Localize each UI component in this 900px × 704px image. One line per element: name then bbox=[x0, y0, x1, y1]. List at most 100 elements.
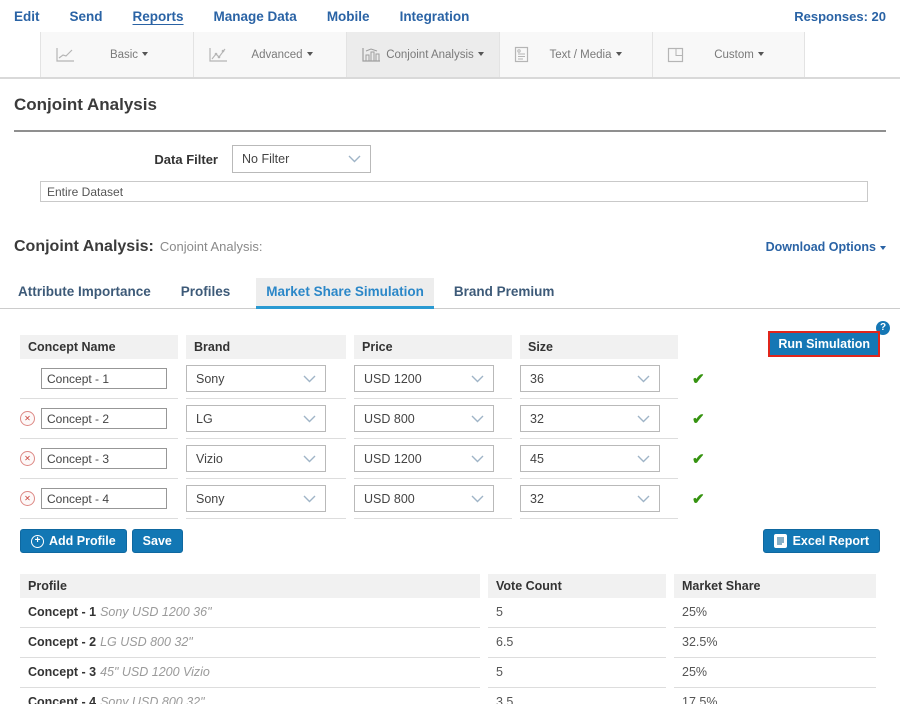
profile-description: LG USD 800 32" bbox=[100, 635, 193, 649]
concept-cell: USD 1200 bbox=[354, 439, 512, 479]
nav-mobile[interactable]: Mobile bbox=[326, 8, 370, 24]
data-filter-label: Data Filter bbox=[154, 151, 218, 167]
download-options-button[interactable]: Download Options bbox=[766, 240, 886, 254]
price-select-value: USD 800 bbox=[364, 491, 415, 506]
concept-row: ✕ bbox=[20, 439, 178, 479]
result-profile-cell: Concept - 4 Sony USD 800 32" bbox=[20, 688, 480, 704]
caret-down-icon bbox=[306, 52, 313, 57]
brand-select[interactable]: LG bbox=[186, 405, 326, 432]
delete-row-icon[interactable]: ✕ bbox=[20, 451, 35, 466]
concept-cell: USD 1200 bbox=[354, 359, 512, 399]
column-header-size: Size bbox=[520, 335, 678, 359]
simulator-actions: + Add Profile Save Excel Report bbox=[20, 529, 880, 553]
concept-name-input[interactable] bbox=[41, 368, 167, 389]
excel-file-icon bbox=[773, 534, 787, 548]
column-header-status bbox=[686, 335, 720, 359]
nav-manage-data[interactable]: Manage Data bbox=[213, 8, 297, 24]
vote-count-cell: 5 bbox=[488, 598, 666, 628]
size-select[interactable]: 36 bbox=[520, 365, 660, 392]
concept-cell: USD 800 bbox=[354, 479, 512, 519]
concept-cell: LG bbox=[186, 399, 346, 439]
checkmark-icon: ✔ bbox=[692, 491, 705, 508]
concept-row: ✕ bbox=[20, 479, 178, 519]
line-chart-icon bbox=[55, 47, 75, 63]
nav-edit[interactable]: Edit bbox=[14, 8, 40, 24]
toolbar-item-basic[interactable]: Basic bbox=[40, 32, 193, 77]
caret-down-icon bbox=[880, 245, 886, 250]
concept-cell: Vizio bbox=[186, 439, 346, 479]
market-share-cell: 17.5% bbox=[674, 688, 876, 704]
market-share-cell: 32.5% bbox=[674, 628, 876, 658]
concept-cell: Sony bbox=[186, 359, 346, 399]
dataset-input[interactable] bbox=[40, 181, 868, 202]
checkmark-icon: ✔ bbox=[692, 371, 705, 388]
report-toolbar-band: Basic Advanced Conjoint Analysis Text / … bbox=[0, 32, 900, 79]
nav-send[interactable]: Send bbox=[69, 8, 103, 24]
result-profile-cell: Concept - 2 LG USD 800 32" bbox=[20, 628, 480, 658]
size-select[interactable]: 32 bbox=[520, 485, 660, 512]
section-subtitle: Conjoint Analysis: bbox=[159, 239, 263, 254]
brand-select-value: LG bbox=[196, 411, 213, 426]
profile-name: Concept - 3 bbox=[28, 665, 97, 679]
chevron-down-icon bbox=[637, 495, 650, 503]
concept-name-input[interactable] bbox=[41, 408, 167, 429]
run-simulation-highlight: Run Simulation bbox=[768, 331, 880, 357]
size-select[interactable]: 32 bbox=[520, 405, 660, 432]
concept-name-input[interactable] bbox=[41, 488, 167, 509]
brand-select[interactable]: Vizio bbox=[186, 445, 326, 472]
profile-name: Concept - 4 bbox=[28, 695, 97, 704]
column-header-price: Price bbox=[354, 335, 512, 359]
run-simulation-button[interactable]: Run Simulation bbox=[770, 333, 878, 355]
excel-report-button[interactable]: Excel Report bbox=[762, 529, 880, 553]
concept-row: ✕ bbox=[20, 399, 178, 439]
size-select-value: 32 bbox=[530, 491, 544, 506]
toolbar-item-conjoint-analysis[interactable]: Conjoint Analysis bbox=[346, 32, 499, 77]
tab-brand-premium[interactable]: Brand Premium bbox=[453, 284, 555, 299]
nav-reports[interactable]: Reports bbox=[132, 8, 184, 24]
chevron-down-icon bbox=[348, 155, 361, 163]
price-select-value: USD 1200 bbox=[364, 451, 422, 466]
chevron-down-icon bbox=[303, 495, 316, 503]
concept-name-input[interactable] bbox=[41, 448, 167, 469]
column-header-market-share: Market Share bbox=[674, 574, 876, 598]
concept-cell: USD 800 bbox=[354, 399, 512, 439]
row-valid-cell: ✔ bbox=[686, 399, 720, 439]
add-profile-button[interactable]: + Add Profile bbox=[20, 529, 127, 553]
concept-cell: 36 bbox=[520, 359, 678, 399]
toolbar-item-text-media[interactable]: Text / Media bbox=[499, 32, 652, 77]
vote-count-cell: 3.5 bbox=[488, 688, 666, 704]
profile-description: 45" USD 1200 Vizio bbox=[100, 665, 210, 679]
save-button[interactable]: Save bbox=[131, 529, 183, 553]
chevron-down-icon bbox=[303, 415, 316, 423]
nav-integration[interactable]: Integration bbox=[399, 8, 470, 24]
caret-down-icon bbox=[757, 52, 764, 57]
delete-row-icon[interactable]: ✕ bbox=[20, 411, 35, 426]
toolbar-item-advanced[interactable]: Advanced bbox=[193, 32, 346, 77]
brand-select[interactable]: Sony bbox=[186, 485, 326, 512]
brand-select[interactable]: Sony bbox=[186, 365, 326, 392]
delete-row-icon[interactable]: ✕ bbox=[20, 491, 35, 506]
price-select[interactable]: USD 1200 bbox=[354, 445, 494, 472]
brand-select-value: Vizio bbox=[196, 451, 223, 466]
profile-name: Concept - 2 bbox=[28, 635, 97, 649]
toolbar-item-custom[interactable]: Custom bbox=[652, 32, 805, 77]
tab-attribute-importance[interactable]: Attribute Importance bbox=[18, 284, 151, 299]
report-tabs: Attribute Importance Profiles Market Sha… bbox=[0, 278, 900, 309]
responses-count: Responses: 20 bbox=[794, 8, 886, 24]
price-select[interactable]: USD 800 bbox=[354, 405, 494, 432]
price-select-value: USD 1200 bbox=[364, 371, 422, 386]
price-select[interactable]: USD 1200 bbox=[354, 365, 494, 392]
plus-circle-icon: + bbox=[31, 534, 44, 548]
simulator-table: Concept Name Brand Price Size ✕ Sony USD 1… bbox=[20, 335, 880, 519]
price-select[interactable]: USD 800 bbox=[354, 485, 494, 512]
tab-market-share-simulation[interactable]: Market Share Simulation bbox=[256, 278, 434, 309]
tab-profiles[interactable]: Profiles bbox=[180, 284, 231, 299]
profile-description: Sony USD 1200 36" bbox=[100, 605, 212, 619]
row-valid-cell: ✔ bbox=[686, 439, 720, 479]
size-select[interactable]: 45 bbox=[520, 445, 660, 472]
data-filter-select[interactable]: No Filter bbox=[232, 145, 371, 173]
top-nav: Edit Send Reports Manage Data Mobile Int… bbox=[0, 0, 900, 32]
chevron-down-icon bbox=[471, 455, 484, 463]
checkmark-icon: ✔ bbox=[692, 411, 705, 428]
size-select-value: 36 bbox=[530, 371, 544, 386]
